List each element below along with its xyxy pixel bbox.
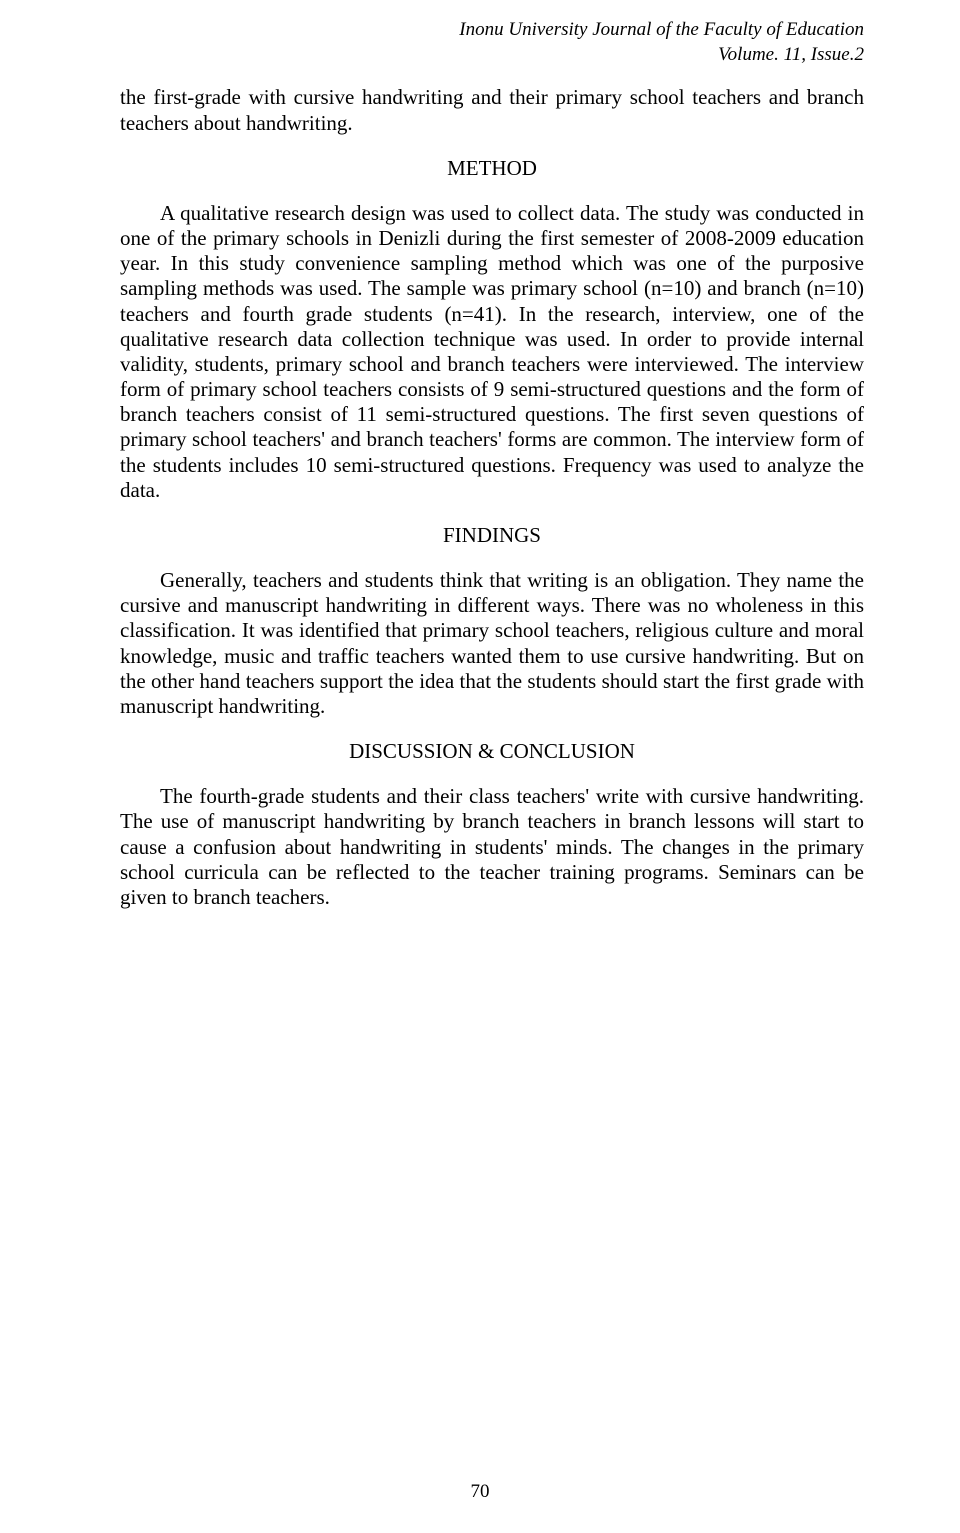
findings-body: Generally, teachers and students think t… [120,568,864,719]
intro-paragraph: the first-grade with cursive handwriting… [120,85,864,135]
page-number: 70 [471,1481,490,1503]
journal-header: Inonu University Journal of the Faculty … [120,18,864,67]
discussion-heading: DISCUSSION & CONCLUSION [120,739,864,764]
discussion-body: The fourth-grade students and their clas… [120,784,864,910]
method-heading: METHOD [120,156,864,181]
journal-volume: Volume. 11, Issue.2 [120,43,864,68]
findings-heading: FINDINGS [120,523,864,548]
journal-title: Inonu University Journal of the Faculty … [120,18,864,43]
method-body: A qualitative research design was used t… [120,201,864,503]
